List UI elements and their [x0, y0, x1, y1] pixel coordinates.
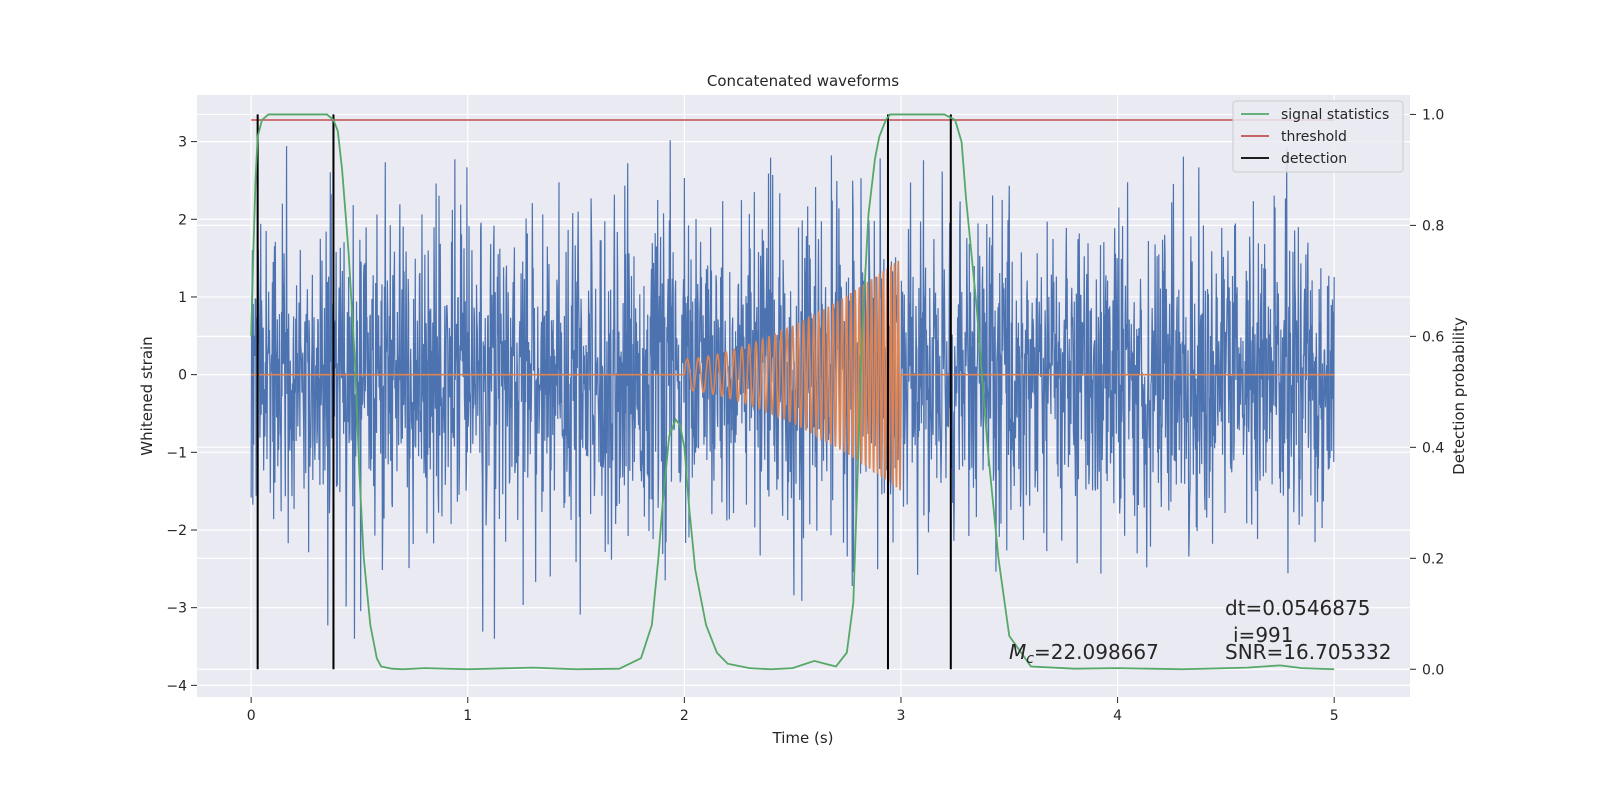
plot-content: [250, 113, 1335, 671]
y-right-tick-label: 0.0: [1422, 662, 1444, 678]
y-axis-label: Whitened strain: [138, 336, 156, 455]
legend-item-signal-statistics: signal statistics: [1241, 107, 1389, 123]
x-tick-label: 1: [463, 708, 472, 724]
y-right-tick-label: 0.2: [1422, 551, 1444, 567]
x-tick-label: 5: [1330, 708, 1339, 724]
y-right-tick-label: 0.4: [1422, 440, 1444, 456]
y-right-tick-label: 0.8: [1422, 218, 1444, 234]
y-tick-label: −3: [166, 601, 187, 617]
chart-title: Concatenated waveforms: [707, 72, 899, 90]
legend-item-threshold: threshold: [1241, 129, 1347, 145]
y-tick-label: 0: [178, 368, 187, 384]
detection-lines: [256, 114, 952, 670]
y-tick-label: −1: [166, 445, 187, 461]
y-right-tick-label: 0.6: [1422, 329, 1444, 345]
x-axis-label: Time (s): [772, 729, 834, 747]
legend-box: [1232, 100, 1404, 173]
annotation-dt: dt=0.0546875: [1225, 596, 1370, 620]
y-tick-label: −4: [166, 678, 187, 694]
y-tick-label: 2: [178, 212, 187, 228]
bottom-axis: 0 1 2 3 4 5: [247, 697, 1339, 724]
series-whitened-strain: [250, 140, 1335, 639]
series-injected-signal: [251, 260, 1335, 491]
y-tick-label: 1: [178, 290, 187, 306]
annotation-i: i=991: [1233, 623, 1294, 647]
y-right-tick-label: 1.0: [1422, 107, 1444, 123]
annotations: dt=0.0546875 i=991 SNR=16.705332 Mc=22.0…: [1009, 596, 1391, 667]
legend: signal statistics threshold detection: [1232, 100, 1404, 173]
mc-symbol: M: [1009, 640, 1026, 664]
left-axis: −4 −3 −2 −1 0 1 2 3: [166, 135, 197, 694]
x-tick-label: 3: [897, 708, 906, 724]
y-right-axis-label: Detection probability: [1450, 317, 1468, 475]
x-tick-label: 4: [1113, 708, 1122, 724]
annotation-chirp-mass: Mc=22.098667: [1009, 640, 1159, 667]
legend-label: signal statistics: [1281, 107, 1389, 123]
series-signal-statistics: [250, 113, 1335, 671]
mc-subscript: c: [1026, 651, 1034, 667]
annotation-snr: SNR=16.705332: [1225, 640, 1391, 664]
mc-value: =22.098667: [1034, 640, 1159, 664]
y-tick-label: 3: [178, 135, 187, 151]
y-tick-label: −2: [166, 523, 187, 539]
grid: [197, 95, 1410, 697]
legend-label: detection: [1281, 151, 1347, 167]
x-tick-label: 2: [680, 708, 689, 724]
legend-item-detection: detection: [1241, 151, 1347, 167]
right-axis: 0.0 0.2 0.4 0.6 0.8 1.0: [1410, 107, 1444, 678]
x-tick-label: 0: [247, 708, 256, 724]
legend-label: threshold: [1281, 129, 1347, 145]
